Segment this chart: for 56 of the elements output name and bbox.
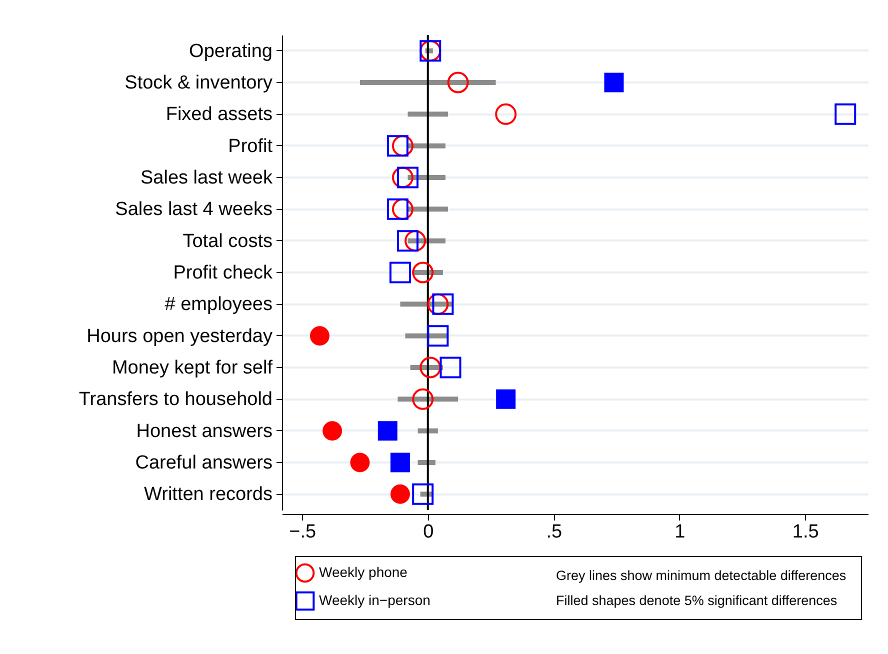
- point: [397, 166, 418, 188]
- y-tick-label: Profit: [228, 136, 274, 157]
- bar: [418, 428, 438, 434]
- point: [834, 103, 856, 125]
- point: [412, 388, 434, 410]
- y-tick-label: Written records: [144, 484, 272, 506]
- y-tick-label: Honest answers: [136, 420, 272, 442]
- y-tick-label: Fixed assets: [166, 104, 272, 126]
- bar: [408, 112, 448, 117]
- point: [386, 135, 408, 157]
- point: [390, 452, 410, 472]
- legend-label: Weekly in−person: [319, 592, 430, 608]
- y-tick-label: Money kept for self: [112, 358, 274, 378]
- point: [350, 452, 370, 472]
- point: [495, 103, 517, 125]
- point: [427, 325, 449, 347]
- point: [447, 72, 469, 94]
- x-tick-label: .5: [546, 522, 562, 542]
- x-tick-label: −.5: [289, 522, 316, 542]
- point: [496, 389, 516, 409]
- point: [386, 198, 408, 220]
- point: [404, 230, 426, 252]
- point: [604, 72, 624, 92]
- point: [390, 484, 410, 504]
- bar: [360, 80, 496, 85]
- y-tick-label: Operating: [189, 40, 272, 62]
- point: [412, 262, 434, 284]
- point: [392, 198, 414, 220]
- y-tick-label: Total costs: [182, 230, 272, 252]
- point: [392, 166, 414, 188]
- y-tick-label: Sales last week: [140, 168, 273, 188]
- x-tick-label: 1: [674, 522, 686, 542]
- point: [322, 421, 342, 441]
- y-tick-label: Careful answers: [135, 452, 272, 474]
- y-tick-label: # employees: [164, 294, 272, 316]
- point: [420, 356, 442, 378]
- bar: [405, 333, 448, 338]
- point: [392, 135, 414, 157]
- y-tick-label: Hours open yesterday: [86, 326, 273, 347]
- point: [440, 356, 462, 378]
- point: [389, 262, 411, 284]
- text: Filled shapes denote 5% significant differences: [556, 593, 838, 608]
- y-tick-label: Stock & inventory: [124, 72, 273, 94]
- y-tick-label: Profit check: [173, 262, 273, 284]
- point: [378, 421, 398, 441]
- y-tick-label: Transfers to household: [78, 389, 272, 410]
- point: [432, 293, 454, 315]
- y-tick-label: Sales last 4 weeks: [115, 199, 272, 220]
- text: Grey lines show minimum detectable differences: [556, 568, 846, 583]
- x-tick-label: 0: [423, 522, 434, 542]
- point: [397, 230, 418, 252]
- point: [310, 326, 330, 346]
- legend-label: Weekly phone: [319, 564, 408, 580]
- point: [427, 293, 449, 315]
- x-tick-label: 1.5: [792, 522, 819, 542]
- point: [412, 483, 434, 505]
